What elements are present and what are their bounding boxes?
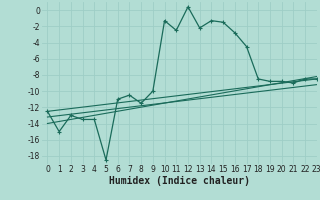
X-axis label: Humidex (Indice chaleur): Humidex (Indice chaleur)	[109, 176, 250, 186]
